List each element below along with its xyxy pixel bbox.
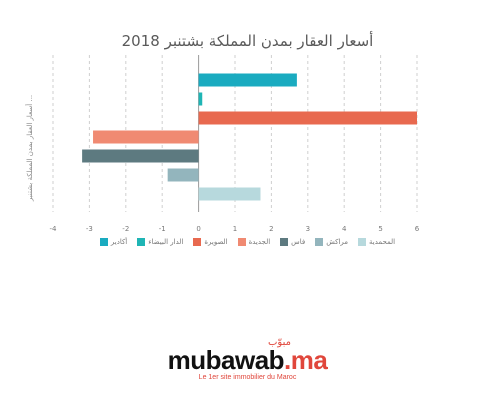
bar[interactable] xyxy=(198,111,417,125)
legend-swatch xyxy=(137,238,146,246)
legend-swatch xyxy=(358,238,367,246)
legend-item[interactable]: المحمدية xyxy=(358,238,395,246)
legend-label: فاس xyxy=(291,238,306,246)
legend-item[interactable]: الصويرة xyxy=(193,238,228,246)
legend-label: مراكش xyxy=(326,238,349,246)
bars xyxy=(82,73,417,201)
brand-arabic: مبوّب xyxy=(268,337,291,348)
legend-label: أكادير xyxy=(110,238,128,246)
x-tick-label: -4 xyxy=(50,225,58,233)
legend-swatch xyxy=(315,238,324,246)
x-tick-label: 5 xyxy=(378,225,382,233)
legend-label: الصويرة xyxy=(204,238,228,246)
x-tick-label: 6 xyxy=(415,225,420,233)
bar[interactable] xyxy=(198,73,297,87)
legend-swatch xyxy=(193,238,202,246)
brand-suffix: .ma xyxy=(284,345,328,375)
brand-wordmark: mubawab.ma xyxy=(0,345,495,376)
legend-swatch xyxy=(237,238,246,246)
legend-swatch xyxy=(99,238,108,246)
x-tick-label: -2 xyxy=(122,225,129,233)
brand-main: mubawab xyxy=(167,345,285,375)
legend-swatch xyxy=(280,238,289,246)
bar[interactable] xyxy=(82,149,199,163)
x-tick-label: 2 xyxy=(269,225,273,233)
legend-label: المحمدية xyxy=(369,238,396,246)
legend-item[interactable]: الدار البيضاء xyxy=(137,238,183,246)
x-tick-labels: -4 -3 -2 -1 0 1 2 3 4 5 6 xyxy=(50,225,420,233)
x-tick-label: 1 xyxy=(233,225,237,233)
bar[interactable] xyxy=(198,92,203,106)
x-tick-label: -3 xyxy=(86,225,93,233)
legend: أكادير الدار البيضاء الصويرة الجديدة فاس مراك… xyxy=(0,238,495,246)
legend-label: الجديدة xyxy=(248,238,271,246)
x-tick-label: 4 xyxy=(342,225,347,233)
legend-item[interactable]: فاس xyxy=(280,238,305,246)
x-tick-label: 0 xyxy=(196,225,200,233)
bar[interactable] xyxy=(167,168,199,182)
legend-label: الدار البيضاء xyxy=(148,238,184,246)
bar[interactable] xyxy=(93,130,199,144)
x-tick-label: 3 xyxy=(306,225,310,233)
x-tick-label: -1 xyxy=(159,225,166,233)
legend-item[interactable]: مراكش xyxy=(315,238,348,246)
bar[interactable] xyxy=(198,187,261,201)
legend-item[interactable]: أكادير xyxy=(99,238,128,246)
brand-tagline: Le 1er site immobilier du Maroc xyxy=(198,374,297,381)
chart-title: أسعار العقار بمدن المملكة بشتنبر 2018 xyxy=(121,32,374,50)
y-axis-label: أسعار العقار بمدن المملكة بشتنبر ... xyxy=(26,94,34,202)
legend-item[interactable]: الجديدة xyxy=(237,238,271,246)
mubawab-logo: mubawab.ma Le 1er site immobilier du Mar… xyxy=(0,345,495,381)
